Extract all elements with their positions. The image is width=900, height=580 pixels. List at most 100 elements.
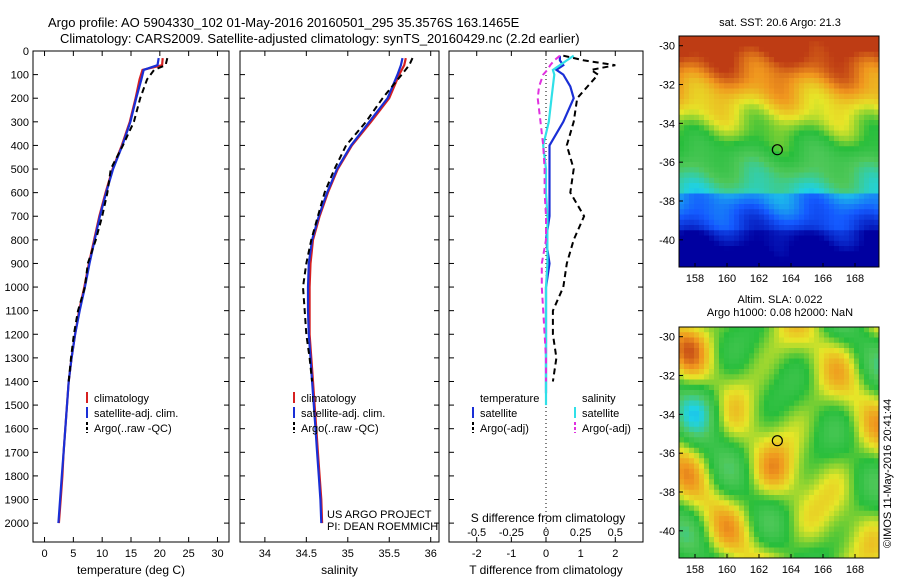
sst-map-cell [764,51,770,58]
sla-map-cell [704,374,710,380]
sla-map-cell [814,342,820,349]
sst-map-cell [739,204,745,210]
sst-map-cell [724,36,730,42]
sst-map-cell [799,104,805,110]
sst-map-cell [719,151,725,158]
sla-map-cell [804,531,810,538]
sst-map-cell [864,225,870,231]
sla-map-cell [834,358,840,365]
sst-map-cell [769,225,775,231]
sst-map-cell [794,62,800,68]
sst-map-cell [749,57,755,63]
sla-map-cell [709,521,715,527]
sla-map-cell [694,327,700,333]
sst-map-cell [794,104,800,110]
sla-map-cell [749,526,755,533]
sst-map-cell [774,246,780,252]
sla-map-cell [759,479,765,485]
temperature-profile-ytick-label: 200 [11,93,29,105]
sla-map-cell [789,348,795,354]
sla-map-cell [714,526,720,533]
sst-map-cell [694,88,700,95]
sla-map-cell [719,484,725,491]
sst-map-cell [854,235,860,242]
sst-map-cell [684,246,690,252]
sst-map-cell [739,235,745,242]
sst-map-cell [859,240,865,247]
sla-map-cell [874,489,880,496]
sla-map-cell [844,384,850,391]
sla-map-cell [849,379,855,386]
sla-map-cell [699,447,705,454]
sla-map-cell [724,500,730,506]
sla-map-cell [799,416,805,422]
sst-map-cell [769,130,775,137]
sst-map-cell [834,67,840,74]
sst-map-cell [849,83,855,89]
sla-map-cell [679,411,685,417]
sst-map-cell [689,78,695,84]
sla-map-cell [859,489,865,496]
sla-map-cell [804,332,810,338]
sla-map-cell [709,405,715,412]
sla-map-cell [844,363,850,370]
sst-map-cell [839,167,845,173]
sst-map-cell [824,120,830,126]
sla-map-cell [744,358,750,365]
sla-map-cell [694,411,700,417]
sla-map-cell [784,510,790,517]
sst-map-cell [759,99,765,105]
sst-map-cell [829,93,835,100]
sst-map-cell [734,204,740,210]
sst-map-cell [759,183,765,189]
sla-map-cell [784,358,790,365]
sst-map-cell [724,219,730,226]
sst-map-cell [864,36,870,42]
sla-map-cell [874,416,880,422]
difference-profile-series-temperature-argo-adj- [551,54,616,382]
sla-map-cell [814,516,820,522]
sst-map-cell [789,109,795,116]
sla-map-cell [769,447,775,454]
sla-map-cell [749,500,755,506]
sla-map-cell [814,442,820,449]
sla-map-cell [814,432,820,438]
sla-map-cell [824,411,830,417]
sst-map-cell [839,146,845,152]
sla-map-cell [744,421,750,428]
sst-map-cell [694,130,700,137]
sla-map-cell [769,416,775,422]
sst-map-cell [709,183,715,189]
sla-map-cell [764,552,770,559]
sst-map-cell [694,162,700,168]
sla-map-cell [759,495,765,501]
sst-map-cell [719,109,725,116]
sla-map-cell [769,537,775,543]
sla-map-cell [774,395,780,401]
sst-map-cell [864,109,870,116]
sst-map-cell [819,177,825,184]
sst-map-cell [724,188,730,194]
sst-map-cell [699,230,705,236]
sla-map-cell [789,531,795,538]
temperature-profile-ytick-label: 1100 [5,306,29,318]
sla-map-cell [804,369,810,375]
sla-map-cell [854,342,860,349]
sst-map-cell [719,104,725,110]
sst-map-cell [779,109,785,116]
sst-map-cell [814,146,820,152]
sla-map-cell [854,474,860,480]
sla-map-cell [804,500,810,506]
sst-map-cell [844,57,850,63]
sla-map-cell [844,405,850,412]
sla-map-cell [694,421,700,428]
sst-map-cell [724,167,730,173]
sst-map-cell [719,235,725,242]
sst-map-cell [769,99,775,105]
sla-map-cell [704,348,710,354]
sla-map-cell [864,363,870,370]
sla-map-cell [809,411,815,417]
sst-map-cell [759,251,765,257]
sst-map-cell [864,120,870,126]
sst-map-cell [714,104,720,110]
